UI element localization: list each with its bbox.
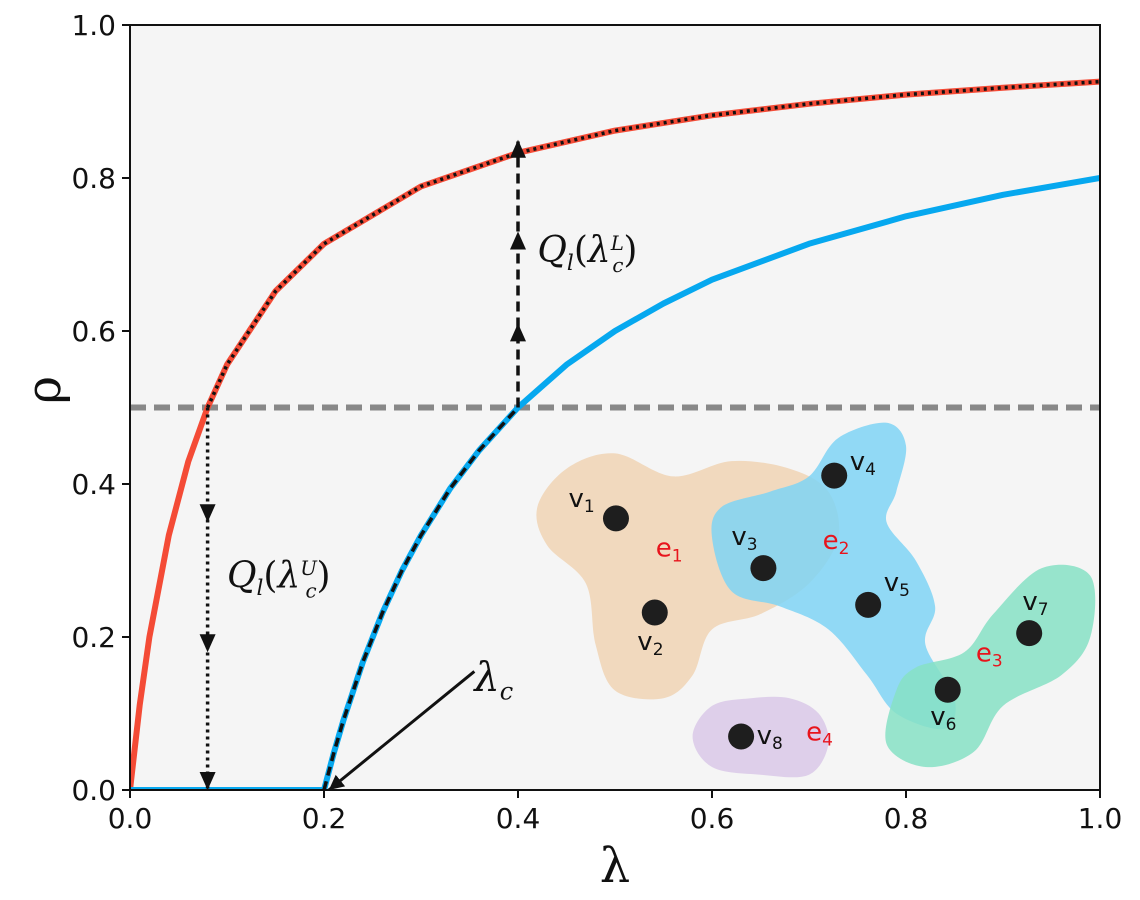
hyperedge-e4: [692, 696, 829, 778]
vertex-letter: v: [850, 447, 865, 477]
ql-lower-label-base: Q: [537, 230, 567, 271]
ql-lower-label-arg_sub: c: [612, 254, 623, 277]
hyperedge-letter: e: [656, 534, 672, 564]
hyperedge-index: 2: [839, 539, 850, 559]
vertex-letter: v: [930, 702, 945, 732]
arrow-head: [199, 504, 216, 523]
x-tick-label: 0.6: [690, 802, 735, 835]
hyperedge-letter: e: [806, 717, 822, 747]
axis-ticks: 0.0 0.2 0.4 0.6 0.8 1.0 0.0 0.2 0.4 0.6 0.8 1.0: [71, 9, 1122, 835]
vertex-label-v5: v5: [884, 568, 910, 601]
y-tick-label: 0.6: [71, 315, 116, 348]
ql-lower-label: Ql(λL c): [537, 230, 637, 277]
vertex-v6: [934, 676, 961, 703]
x-tick-label: 1.0: [1078, 802, 1123, 835]
hyperedge-label-e4: e4: [806, 717, 833, 750]
y-tick-label: 0.4: [71, 468, 116, 501]
vertex-label-v4: v4: [850, 447, 876, 480]
vertex-v7: [1016, 620, 1043, 647]
series-lines: [130, 78, 1100, 790]
arrow-head: [199, 634, 216, 653]
vertex-letter: v: [637, 627, 652, 657]
vertex-index: 6: [946, 715, 957, 735]
hyperedge-letter: e: [823, 526, 839, 556]
vertex-label-v7: v7: [1022, 587, 1048, 620]
plot-frame: [129, 24, 1101, 791]
hyperedge-index: 3: [992, 651, 1003, 671]
x-tick-label: 0.0: [108, 802, 153, 835]
hyperedge-letter: e: [976, 638, 992, 668]
hyperedge-label-e2: e2: [823, 526, 850, 559]
vertex-v8: [728, 723, 755, 750]
vertex-index: 1: [584, 497, 595, 517]
hyperedge-e2: [711, 422, 956, 730]
ql-upper-label-arg: λ: [275, 555, 300, 596]
vertex-letter: v: [568, 484, 583, 514]
series-line-1: [130, 78, 1100, 790]
vertex-letter: v: [731, 522, 746, 552]
vertex-letter: v: [757, 721, 772, 751]
arrow-head: [199, 772, 216, 790]
x-tick-label: 0.2: [302, 802, 347, 835]
ql-upper-label-sub: l: [257, 576, 264, 601]
x-axis-title: λ: [600, 838, 630, 894]
ql-upper-label: Ql(λU c): [227, 555, 331, 602]
vertex-label-v1: v1: [568, 484, 594, 517]
vertex-v3: [750, 555, 777, 582]
annotation-arrows: [199, 139, 526, 792]
vertex-letter: v: [1022, 587, 1037, 617]
y-tick-label: 1.0: [71, 9, 116, 42]
hypergraph-inset: [536, 422, 1096, 778]
ql-lower-label-arg_sup: L: [610, 232, 624, 255]
vertex-index: 4: [865, 460, 876, 480]
lambda-c-label-sub: c: [500, 677, 513, 705]
vertex-index: 5: [899, 581, 910, 601]
vertex-letter: v: [884, 568, 899, 598]
hyperedge-label-e3: e3: [976, 638, 1003, 671]
ql-lower-label-arg: λ: [586, 230, 611, 271]
lambda-c-label: λc: [472, 655, 513, 706]
arrow-head: [510, 323, 526, 342]
vertex-index: 8: [772, 734, 783, 754]
arrow-head: [510, 231, 526, 250]
series-line-4: [322, 406, 520, 790]
vertex-label-v3: v3: [731, 522, 757, 555]
ql-lower-label-sub: l: [567, 251, 574, 276]
hyperedge-index: 4: [822, 730, 833, 750]
vertex-label-v2: v2: [637, 627, 663, 660]
vertex-label-v8: v8: [757, 721, 783, 754]
y-tick-label: 0.2: [71, 621, 116, 654]
lambda-c-label-base: λ: [472, 655, 499, 701]
vertex-index: 3: [747, 535, 758, 555]
vertex-v4: [821, 462, 848, 489]
vertex-v2: [641, 599, 668, 626]
y-tick-label: 0.8: [71, 162, 116, 195]
hyperedge-e3: [885, 564, 1096, 768]
hyperedge-label-e1: e1: [656, 534, 683, 567]
series-line-2: [206, 79, 1100, 409]
ql-upper-label-base: Q: [227, 555, 257, 596]
vertex-index: 7: [1038, 600, 1049, 620]
y-tick-label: 0.0: [71, 774, 116, 807]
vertex-label-v6: v6: [930, 702, 956, 735]
ql-upper-label-arg_sub: c: [305, 579, 316, 602]
x-tick-label: 0.8: [884, 802, 929, 835]
hyperedge-index: 1: [672, 547, 683, 567]
x-tick-label: 0.4: [496, 802, 541, 835]
y-axis-title: ρ: [16, 376, 72, 404]
vertex-index: 2: [653, 640, 664, 660]
vertex-v1: [602, 505, 629, 532]
vertex-v5: [855, 591, 882, 618]
arrow-head: [510, 139, 526, 158]
lambda-c-pointer: [327, 670, 476, 792]
ql-upper-label-arg_sup: U: [300, 557, 318, 580]
